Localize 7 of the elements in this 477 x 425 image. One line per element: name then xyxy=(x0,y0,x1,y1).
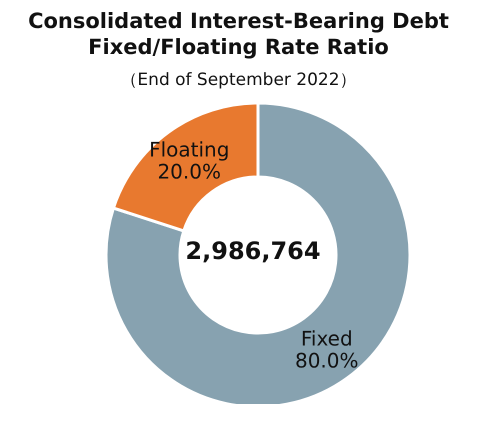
chart-subtitle: （End of September 2022） xyxy=(119,69,358,92)
chart-title: Consolidated Interest-Bearing Debt Fixed/Floating Rate Ratio xyxy=(27,8,450,60)
text: 2,986,764 xyxy=(185,237,321,265)
data-label: 80.0% xyxy=(294,348,359,373)
slice-label: Fixed xyxy=(300,326,353,351)
data-label: 20.0% xyxy=(157,159,222,184)
slice-label: Floating xyxy=(149,137,230,162)
